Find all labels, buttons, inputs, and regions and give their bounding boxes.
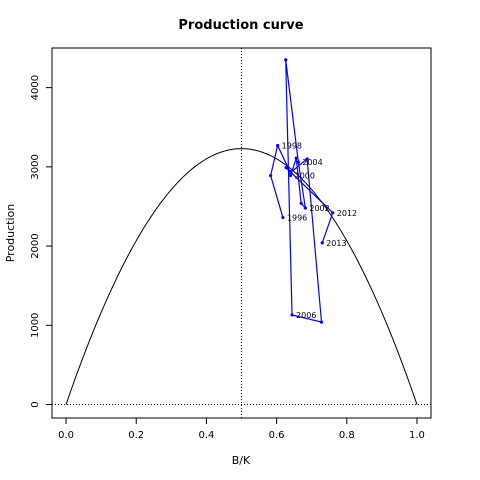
data-point xyxy=(289,170,293,174)
x-tick-label: 0.0 xyxy=(58,430,74,441)
x-tick-label: 0.8 xyxy=(339,430,355,441)
series-line xyxy=(270,59,334,323)
data-label: 2004 xyxy=(302,158,322,167)
production-curve-line xyxy=(65,148,418,405)
data-point xyxy=(331,211,335,215)
y-tick-label: 0 xyxy=(30,401,41,407)
data-point xyxy=(290,313,294,317)
data-point xyxy=(284,166,288,170)
data-point xyxy=(284,58,288,62)
x-tick-label: 1.0 xyxy=(409,430,425,441)
data-label: 2002 xyxy=(309,204,329,213)
plot-frame xyxy=(51,47,432,419)
chart-title: Production curve xyxy=(178,18,303,33)
y-tick-label: 1000 xyxy=(30,313,41,338)
x-tick-label: 0.2 xyxy=(128,430,144,441)
data-point xyxy=(296,160,300,164)
y-tick-label: 3000 xyxy=(30,154,41,179)
y-tick-label: 4000 xyxy=(30,75,41,100)
data-point xyxy=(303,206,307,210)
y-axis-label: Production xyxy=(4,204,17,263)
data-label: 1996 xyxy=(287,214,307,223)
data-point xyxy=(320,241,324,245)
data-point xyxy=(299,201,303,205)
data-label: 2000 xyxy=(295,172,315,181)
data-label: 1998 xyxy=(282,141,302,150)
y-tick-label: 2000 xyxy=(30,233,41,258)
data-point xyxy=(289,173,293,178)
data-point xyxy=(294,156,298,160)
x-tick-label: 0.4 xyxy=(198,430,214,441)
x-axis-label: B/K xyxy=(232,454,251,467)
data-point xyxy=(281,215,285,220)
x-tick-label: 0.6 xyxy=(269,430,285,441)
chart-marks: 0.0 0.2 0.4 0.6 0.8 1.0 0 1000 2000 3000 4000 1996 1… xyxy=(30,48,431,441)
data-label: 2006 xyxy=(296,311,316,320)
data-point xyxy=(305,157,309,161)
data-point xyxy=(319,320,324,324)
data-label: 2013 xyxy=(326,239,346,248)
data-point xyxy=(276,143,280,148)
data-label: 2012 xyxy=(337,209,357,218)
data-point xyxy=(269,173,273,178)
